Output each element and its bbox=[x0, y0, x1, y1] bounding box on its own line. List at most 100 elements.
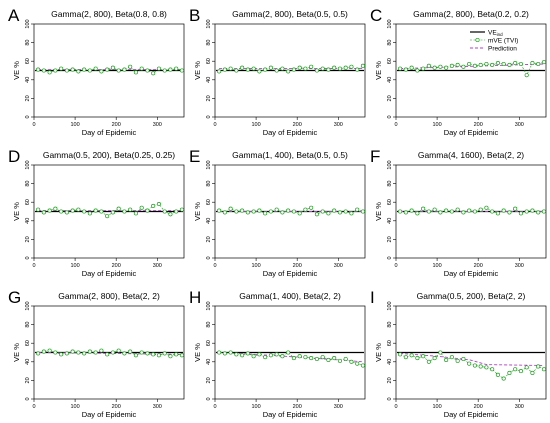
mve-point bbox=[263, 355, 268, 360]
mve-point bbox=[449, 209, 454, 214]
mve-point bbox=[444, 357, 449, 362]
mve-point bbox=[337, 358, 342, 363]
panel-title: Gamma(2, 800), Beta(0.8, 0.8) bbox=[51, 9, 167, 19]
y-axis-label: VE % bbox=[193, 61, 202, 80]
x-tick-label: 100 bbox=[433, 263, 442, 269]
x-tick-label: 200 bbox=[293, 404, 302, 410]
panel-letter: A bbox=[8, 6, 20, 25]
x-axis-label: Day of Epidemic bbox=[82, 269, 137, 278]
legend-mve-marker bbox=[475, 37, 480, 43]
x-tick-label: 300 bbox=[515, 263, 524, 269]
panel-h: H Gamma(1, 400), Beta(2, 2) 0 20 40 60 80 100 0 1… bbox=[189, 288, 366, 419]
mve-point bbox=[455, 62, 460, 67]
y-tick-label: 40 bbox=[387, 77, 393, 83]
mve-point bbox=[455, 207, 460, 212]
y-tick-label: 100 bbox=[206, 301, 212, 310]
mve-point bbox=[398, 352, 403, 357]
y-tick-label: 100 bbox=[387, 19, 393, 28]
y-tick-label: 100 bbox=[25, 160, 31, 169]
mve-point bbox=[151, 203, 156, 208]
panel-title: Gamma(4, 1600), Beta(2, 2) bbox=[418, 150, 524, 160]
mve-point bbox=[309, 205, 314, 210]
mve-point bbox=[174, 209, 179, 214]
plot-frame bbox=[395, 164, 547, 259]
y-tick-label: 100 bbox=[25, 301, 31, 310]
x-tick-label: 200 bbox=[474, 263, 483, 269]
y-tick-label: 20 bbox=[387, 95, 393, 101]
plot-frame bbox=[214, 23, 366, 118]
mve-point bbox=[99, 69, 104, 74]
prediction-line bbox=[400, 63, 544, 70]
mve-point bbox=[432, 207, 437, 212]
panel-i: I Gamma(0.5, 200), Beta(2, 2) 0 20 40 60 80 100… bbox=[370, 288, 547, 419]
mve-point bbox=[76, 350, 81, 355]
x-tick-label: 0 bbox=[213, 263, 216, 269]
mve-point bbox=[495, 211, 500, 216]
mve-point bbox=[461, 64, 466, 69]
y-tick-label: 60 bbox=[25, 58, 31, 64]
x-tick-label: 200 bbox=[293, 263, 302, 269]
y-tick-label: 0 bbox=[25, 115, 31, 118]
mve-point bbox=[128, 64, 133, 69]
mve-point bbox=[297, 211, 302, 216]
mve-point bbox=[286, 208, 291, 213]
mve-point bbox=[332, 356, 337, 361]
mve-point bbox=[291, 356, 296, 361]
mve-point bbox=[472, 63, 477, 68]
mve-point bbox=[174, 352, 179, 357]
mve-point bbox=[151, 71, 156, 76]
x-tick-label: 0 bbox=[394, 122, 397, 128]
mve-point bbox=[309, 64, 314, 69]
plot-frame bbox=[395, 305, 547, 400]
panel-b: B Gamma(2, 800), Beta(0.5, 0.5) 0 20 40 60 80 1… bbox=[189, 6, 366, 137]
mve-point bbox=[409, 353, 414, 358]
mve-point bbox=[320, 66, 325, 71]
mve-point bbox=[179, 207, 184, 212]
mve-point bbox=[426, 63, 431, 68]
mve-point bbox=[234, 352, 239, 357]
panel-g: G Gamma(2, 800), Beta(2, 2) 0 20 40 60 80 100 0 1… bbox=[8, 288, 185, 419]
y-tick-label: 60 bbox=[206, 340, 212, 346]
y-tick-label: 40 bbox=[25, 77, 31, 83]
y-tick-label: 80 bbox=[25, 322, 31, 328]
x-axis-label: Day of Epidemic bbox=[263, 410, 318, 419]
mve-point bbox=[484, 61, 489, 67]
y-tick-label: 100 bbox=[387, 160, 393, 169]
y-tick-label: 20 bbox=[206, 236, 212, 242]
mve-point bbox=[64, 351, 69, 356]
mve-point bbox=[360, 63, 365, 68]
mve-point bbox=[326, 357, 331, 362]
mve-point bbox=[274, 207, 279, 212]
mve-point bbox=[501, 376, 506, 381]
mve-point bbox=[116, 206, 121, 211]
legend-ve-ind-main: VE bbox=[488, 30, 497, 37]
y-tick-label: 80 bbox=[25, 181, 31, 187]
mve-point bbox=[240, 208, 245, 213]
mve-point bbox=[501, 61, 506, 67]
mve-point bbox=[156, 202, 161, 207]
mve-point bbox=[234, 68, 239, 73]
mve-point bbox=[461, 210, 466, 215]
mve-point bbox=[343, 356, 348, 362]
mve-point bbox=[70, 208, 75, 213]
mve-point bbox=[53, 206, 58, 211]
mve-point bbox=[268, 65, 273, 70]
y-tick-label: 0 bbox=[25, 397, 31, 400]
y-tick-label: 20 bbox=[25, 236, 31, 242]
x-tick-label: 0 bbox=[394, 404, 397, 410]
x-tick-label: 300 bbox=[334, 404, 343, 410]
mve-point bbox=[438, 64, 443, 69]
y-tick-label: 60 bbox=[206, 199, 212, 205]
mve-point bbox=[507, 210, 512, 215]
mve-point bbox=[524, 209, 529, 214]
mve-point bbox=[438, 210, 443, 215]
mve-point bbox=[268, 209, 273, 214]
mve-point bbox=[314, 212, 319, 217]
x-axis-label: Day of Epidemic bbox=[82, 128, 137, 137]
mve-point bbox=[41, 349, 46, 354]
mve-point bbox=[87, 68, 92, 73]
mve-point bbox=[524, 365, 529, 370]
mve-point bbox=[536, 364, 541, 369]
plot-frame bbox=[214, 164, 366, 259]
legend-ve-ind-label: VEind bbox=[488, 30, 503, 38]
